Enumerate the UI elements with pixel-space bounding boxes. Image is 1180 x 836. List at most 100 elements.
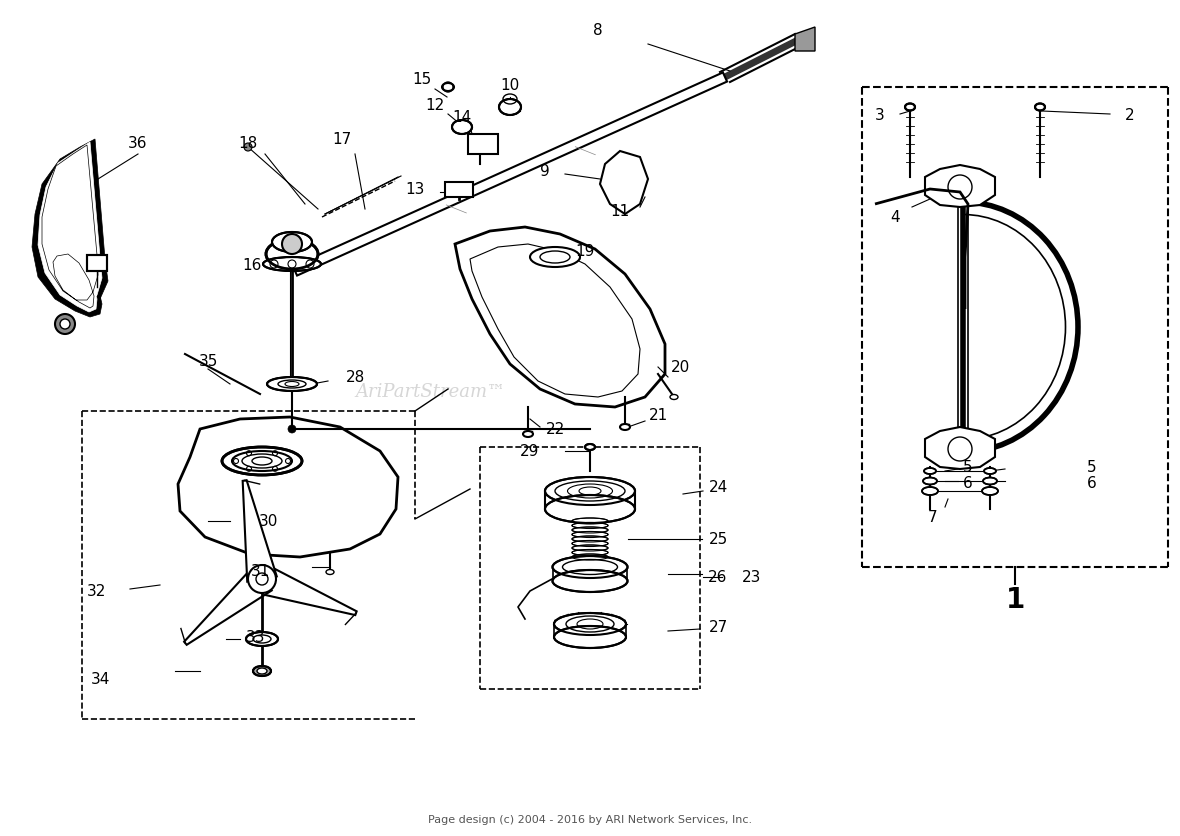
Text: 6: 6	[1087, 476, 1097, 491]
Text: 20: 20	[670, 360, 689, 375]
Text: 4: 4	[890, 210, 900, 225]
Text: 9: 9	[540, 165, 550, 179]
Polygon shape	[38, 143, 101, 313]
Polygon shape	[32, 140, 109, 318]
Text: 7: 7	[929, 510, 938, 525]
Polygon shape	[599, 152, 648, 215]
Text: 12: 12	[425, 97, 445, 112]
Ellipse shape	[572, 528, 608, 533]
Polygon shape	[243, 481, 277, 582]
Ellipse shape	[922, 487, 938, 496]
Polygon shape	[925, 166, 995, 208]
Ellipse shape	[620, 425, 630, 431]
Text: 16: 16	[242, 257, 262, 273]
Text: 5: 5	[963, 460, 972, 475]
Ellipse shape	[499, 99, 522, 116]
Ellipse shape	[222, 447, 302, 476]
Ellipse shape	[670, 395, 678, 400]
Text: 35: 35	[198, 354, 217, 369]
Text: 13: 13	[405, 182, 425, 197]
Circle shape	[55, 314, 76, 334]
Bar	[445, 183, 473, 198]
Text: 22: 22	[545, 422, 564, 437]
Ellipse shape	[266, 240, 317, 270]
Text: 23: 23	[742, 570, 761, 585]
Ellipse shape	[267, 378, 317, 391]
Ellipse shape	[530, 247, 581, 268]
Polygon shape	[184, 568, 271, 645]
Ellipse shape	[442, 84, 454, 92]
Ellipse shape	[905, 104, 915, 111]
Text: 34: 34	[91, 671, 110, 686]
Bar	[87, 256, 107, 272]
Text: 3: 3	[876, 107, 885, 122]
Ellipse shape	[553, 626, 627, 648]
Text: 6: 6	[963, 476, 972, 491]
Polygon shape	[795, 28, 815, 52]
Ellipse shape	[923, 478, 937, 485]
Ellipse shape	[545, 477, 635, 506]
Text: 27: 27	[708, 619, 728, 635]
Text: 21: 21	[648, 407, 668, 422]
Polygon shape	[455, 227, 666, 407]
Ellipse shape	[572, 554, 608, 560]
Text: 31: 31	[250, 563, 270, 579]
Ellipse shape	[553, 614, 627, 635]
Ellipse shape	[572, 550, 608, 556]
Text: 5: 5	[1087, 460, 1097, 475]
Text: 1: 1	[1005, 585, 1024, 614]
Text: 11: 11	[610, 204, 630, 219]
Circle shape	[282, 235, 302, 255]
Ellipse shape	[326, 570, 334, 575]
Text: 14: 14	[452, 110, 472, 125]
Text: 33: 33	[247, 630, 266, 645]
Ellipse shape	[1035, 104, 1045, 111]
Text: Page design (c) 2004 - 2016 by ARI Network Services, Inc.: Page design (c) 2004 - 2016 by ARI Netwo…	[428, 814, 752, 824]
Text: 15: 15	[412, 73, 432, 88]
Ellipse shape	[245, 632, 278, 646]
Circle shape	[244, 144, 253, 152]
Bar	[468, 135, 498, 155]
Ellipse shape	[253, 666, 271, 676]
Ellipse shape	[572, 532, 608, 538]
Ellipse shape	[273, 232, 312, 252]
Bar	[87, 256, 107, 272]
Ellipse shape	[552, 570, 628, 592]
Text: 2: 2	[1126, 107, 1135, 122]
Polygon shape	[178, 417, 398, 558]
Ellipse shape	[585, 445, 595, 451]
Text: 30: 30	[258, 514, 277, 529]
Polygon shape	[925, 427, 995, 470]
Text: 8: 8	[594, 23, 603, 38]
Text: 10: 10	[500, 78, 519, 93]
Circle shape	[248, 565, 276, 594]
Ellipse shape	[452, 121, 472, 135]
Text: 26: 26	[708, 570, 728, 585]
Polygon shape	[293, 74, 727, 276]
Text: 19: 19	[576, 244, 595, 259]
Text: AriPartStream™: AriPartStream™	[355, 383, 505, 400]
Ellipse shape	[572, 545, 608, 551]
Text: 25: 25	[708, 532, 728, 547]
Text: 32: 32	[86, 584, 106, 599]
Ellipse shape	[263, 257, 321, 272]
Text: 36: 36	[129, 135, 148, 150]
Ellipse shape	[572, 541, 608, 547]
Ellipse shape	[572, 537, 608, 543]
Ellipse shape	[523, 431, 533, 437]
Polygon shape	[257, 565, 356, 615]
Ellipse shape	[572, 522, 608, 529]
Text: 18: 18	[238, 135, 257, 150]
Ellipse shape	[552, 556, 628, 579]
Ellipse shape	[984, 468, 996, 475]
Ellipse shape	[572, 518, 608, 524]
Ellipse shape	[983, 478, 997, 485]
Ellipse shape	[982, 487, 998, 496]
Ellipse shape	[257, 668, 267, 674]
Ellipse shape	[545, 496, 635, 523]
Text: 17: 17	[333, 132, 352, 147]
Text: 24: 24	[708, 480, 728, 495]
Text: 29: 29	[520, 444, 539, 459]
Text: 28: 28	[346, 370, 365, 385]
Circle shape	[60, 319, 70, 329]
